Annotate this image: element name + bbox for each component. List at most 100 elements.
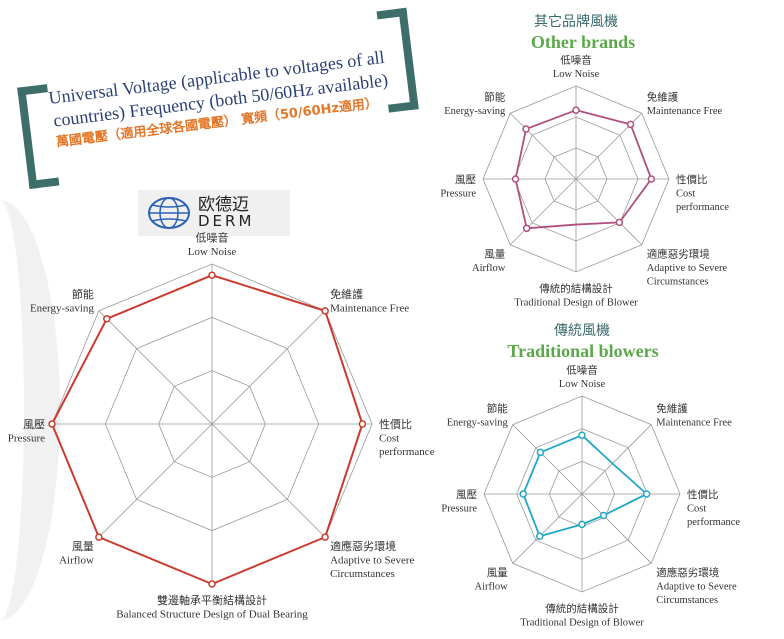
data-point: [358, 420, 367, 428]
traditional-title: Traditional blowers: [507, 341, 659, 361]
data-point: [535, 532, 544, 541]
axis-label-en: Adaptive to Severe: [656, 582, 737, 593]
axis-label-cn: 節能: [487, 402, 508, 415]
axis-label-cn: 風壓: [456, 489, 477, 501]
data-point: [615, 218, 624, 227]
data-point: [626, 120, 635, 129]
axis-label-en: Adaptive to Severe: [647, 263, 728, 274]
axis-label-en: Energy-saving: [30, 302, 94, 314]
axis-label-en: Pressure: [441, 504, 477, 515]
axis-line: [575, 178, 643, 246]
data-point: [208, 580, 216, 588]
axis-label-en: Pressure: [440, 189, 476, 200]
radar-chart-2: 低噪音 Low Noise 免維護 Maintenance Free 性價比 Cost pe…: [441, 364, 740, 629]
axis-label-en: Adaptive to Severe: [330, 555, 414, 567]
axis-label-cn: 風量: [487, 567, 508, 579]
axis-label-cn: 低噪音: [566, 364, 598, 377]
axis-label-en: Maintenance Free: [647, 106, 723, 117]
axis-label-cn: 低噪音: [560, 54, 592, 67]
axis-label-cn: 免維護: [330, 287, 363, 301]
axis-label-cn: 節能: [484, 90, 505, 103]
axis-label-en: Cost: [676, 189, 695, 200]
logo-cn: 欧德迈: [198, 195, 249, 215]
axis-label-cn: 免維護: [647, 90, 679, 103]
axis-label-cn: 傳統的結構設計: [545, 602, 619, 615]
axis-label-cn: 性價比: [379, 417, 412, 431]
data-point: [578, 431, 586, 439]
axis-line: [512, 424, 583, 495]
axis-label-en: Airflow: [59, 555, 94, 567]
axis-label-cn: 低噪音: [196, 231, 229, 245]
axis-label-cn: 適應惡劣環境: [647, 248, 710, 261]
axis-label-en: performance: [676, 202, 729, 213]
traditional-title-cn: 傳統風機: [554, 323, 610, 339]
axis-label-en: performance: [687, 517, 740, 528]
axis-label-en: Low Noise: [559, 379, 606, 390]
axis-label-cn: 傳統的結構設計: [539, 282, 613, 295]
axis-label-en: Cost: [379, 433, 399, 445]
axis-label-cn: 風壓: [455, 174, 476, 186]
series-line: [514, 109, 653, 230]
data-point: [321, 307, 329, 315]
axis-label-cn: 性價比: [687, 488, 719, 501]
axis-label-en: Circumstances: [330, 568, 395, 580]
axis-label-en: Airflow: [475, 582, 509, 593]
other-brands-title: Other brands: [530, 32, 636, 52]
axis-label-cn: 風壓: [23, 418, 45, 431]
data-point: [208, 271, 216, 279]
axis-label-en: Maintenance Free: [656, 417, 732, 428]
axis-label-cn: 風量: [484, 249, 505, 261]
axis-line: [211, 423, 326, 538]
derm-logo: 欧德迈 DERM: [138, 190, 290, 236]
axis-label-en: performance: [379, 446, 435, 458]
data-point: [522, 224, 531, 233]
axis-label-cn: 免維護: [656, 402, 688, 415]
axis-label-en: Traditional Design of Blower: [520, 618, 644, 629]
axis-label-en: Balanced Structure Design of Dual Bearin…: [116, 609, 308, 621]
data-point: [578, 520, 586, 529]
other-brands-title-cn: 其它品牌風機: [534, 14, 618, 30]
axis-label-en: Maintenance Free: [330, 302, 409, 314]
data-point: [48, 420, 56, 428]
axis-label-cn: 風量: [72, 540, 94, 553]
data-point: [536, 448, 545, 457]
data-point: [511, 175, 520, 183]
data-point: [522, 125, 530, 133]
axis-line: [581, 424, 652, 495]
data-point: [321, 533, 329, 541]
axis-line: [509, 112, 577, 180]
axis-label-en: Energy-saving: [447, 417, 509, 428]
axis-label-cn: 性價比: [676, 173, 708, 186]
data-point: [572, 106, 580, 114]
axis-label-cn: 雙邊軸承平衡結構設計: [157, 593, 267, 607]
axis-line: [509, 178, 577, 246]
data-point: [519, 490, 527, 498]
axis-line: [581, 493, 652, 564]
axis-label-en: Energy-saving: [444, 106, 506, 117]
axis-line: [512, 493, 583, 564]
axis-label-en: Low Noise: [188, 246, 237, 258]
radar-chart-1: 低噪音 Low Noise 免維護 Maintenance Free 性價比 Cost pe…: [440, 54, 729, 309]
axis-label-en: Circumstances: [647, 277, 709, 288]
globe-icon: [148, 197, 190, 229]
axis-label-en: Circumstances: [656, 595, 718, 606]
axis-label-cn: 適應惡劣環境: [330, 539, 396, 553]
data-point: [642, 490, 651, 498]
axis-line: [98, 423, 213, 538]
data-point: [647, 175, 656, 183]
data-point: [103, 315, 111, 323]
axis-label-en: Airflow: [472, 263, 506, 274]
axis-label-en: Traditional Design of Blower: [514, 298, 638, 309]
axis-label-en: Cost: [687, 504, 706, 515]
data-point: [95, 533, 103, 541]
data-point: [599, 511, 608, 520]
axis-line: [98, 310, 213, 425]
axis-label-en: Low Noise: [553, 69, 600, 80]
axis-label-cn: 適應惡劣環境: [656, 566, 719, 579]
axis-label-cn: 節能: [72, 287, 94, 301]
axis-line: [211, 310, 326, 425]
logo-en: DERM: [198, 212, 255, 230]
axis-label-en: Pressure: [8, 433, 45, 445]
